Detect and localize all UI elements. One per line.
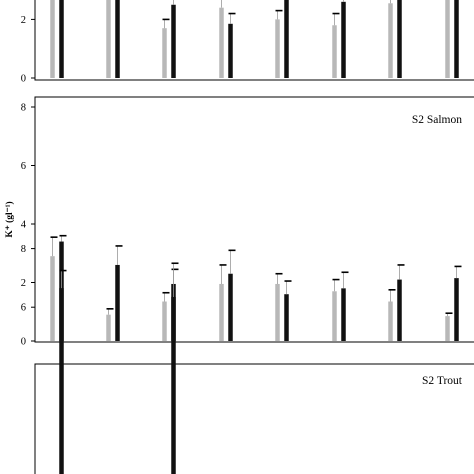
bar-p3-s2-g3: [171, 296, 176, 474]
plot-frame-1: [34, 0, 474, 81]
plot-frame-3: [34, 363, 474, 474]
bar-p1-s1-g8: [445, 0, 450, 79]
bar-p2-s2-g2: [115, 264, 120, 341]
bar-p3-s2-g1: [59, 288, 64, 474]
bar-p1-s1-g2: [106, 0, 111, 78]
y-tick-label-2-3: 6: [21, 161, 26, 172]
y-tick-label-2-1: 2: [21, 278, 26, 289]
bar-p1-s2-g1: [59, 0, 64, 79]
bar-p2-s1-g8: [445, 316, 450, 341]
bar-p1-s1-g6: [332, 25, 337, 78]
bar-p2-s2-g8: [454, 278, 459, 341]
bar-p2-s2-g5: [284, 294, 289, 341]
bar-p1-s2-g7: [397, 0, 402, 79]
bar-p1-s1-g7: [388, 3, 393, 78]
y-tick-label-2-2: 4: [21, 220, 27, 231]
y-axis-label-2: K⁺ (gl⁻¹): [4, 201, 15, 237]
bar-p2-s1-g2: [106, 314, 111, 341]
y-tick-label-1-0: 0: [21, 74, 26, 85]
bar-p1-s2-g3: [171, 4, 176, 78]
y-tick-label-2-0: 0: [21, 337, 26, 348]
bar-p1-s2-g8: [454, 0, 459, 79]
y-tick-label-1-1: 2: [21, 15, 26, 26]
bar-p2-s1-g1: [50, 256, 55, 341]
bar-p2-s1-g6: [332, 291, 337, 341]
bar-p1-s2-g5: [284, 0, 289, 78]
bar-p2-s1-g7: [388, 301, 393, 341]
panel-title-3: S2 Trout: [422, 375, 463, 387]
y-tick-label-3-0: 6: [21, 303, 26, 314]
bar-p1-s2-g4: [228, 23, 233, 79]
bar-p1-s2-g6: [341, 1, 346, 79]
bar-p1-s1-g4: [219, 7, 224, 78]
bar-p1-s2-g2: [115, 0, 120, 79]
bar-p1-s1-g1: [50, 0, 55, 79]
bar-p2-s1-g5: [275, 283, 280, 341]
bar-p2-s1-g4: [219, 283, 224, 341]
bar-p1-s1-g5: [275, 19, 280, 78]
panel-title-2: S2 Salmon: [412, 114, 462, 126]
plot-frame-2: [34, 96, 474, 343]
bar-p2-s2-g4: [228, 273, 233, 341]
bar-p2-s1-g3: [162, 301, 167, 341]
bar-p2-s2-g7: [397, 279, 402, 341]
y-tick-label-3-1: 8: [21, 244, 26, 255]
y-tick-label-2-4: 8: [21, 103, 26, 114]
bar-p1-s1-g3: [162, 28, 167, 78]
bar-p2-s2-g6: [341, 288, 346, 341]
